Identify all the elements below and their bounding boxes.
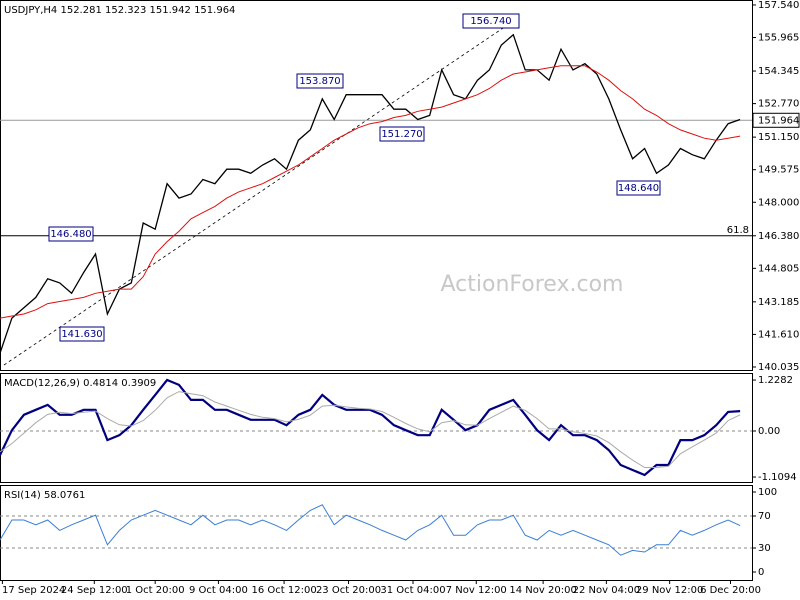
panel-frame (0, 485, 753, 581)
y-tick-label: 155.965 (758, 33, 799, 44)
x-tick-label: 16 Oct 12:00 (251, 585, 316, 596)
level-label: 61.8 (727, 225, 749, 236)
annotation-label: 146.480 (50, 229, 91, 240)
price-box (752, 112, 800, 128)
y-tick-label: 140.035 (758, 362, 799, 373)
annotation-box (379, 126, 425, 142)
x-tick-label: 29 Nov 12:00 (636, 585, 703, 596)
y-tick-label: 0 (758, 567, 764, 578)
annotation-box (48, 226, 94, 242)
trend-line (3, 19, 516, 366)
y-tick-label: -1.1094 (758, 472, 797, 483)
y-tick-label: 149.575 (758, 165, 799, 176)
panel-title: USDJPY,H4 152.281 152.323 151.942 151.96… (4, 5, 235, 16)
y-tick-label: 1.2282 (758, 375, 793, 386)
annotation-box (296, 73, 344, 89)
x-tick-label: 22 Nov 04:00 (573, 585, 640, 596)
x-tick-label: 23 Oct 20:00 (316, 585, 381, 596)
annotation-box (59, 326, 105, 342)
annotation-box (462, 13, 520, 29)
y-tick-label: 144.805 (758, 263, 799, 274)
price-label: 151.964 (758, 115, 799, 126)
x-tick-label: 1 Oct 20:00 (126, 585, 185, 596)
x-tick-label: 7 Nov 12:00 (446, 585, 507, 596)
y-tick-label: 154.345 (758, 66, 799, 77)
annotation-label: 153.870 (299, 76, 340, 87)
series-line (0, 378, 741, 477)
annotation-label: 151.270 (381, 129, 422, 140)
y-tick-label: 141.610 (758, 329, 799, 340)
x-tick-label: 6 Dec 20:00 (700, 585, 761, 596)
watermark: ActionForex.com (441, 272, 624, 297)
series-line (0, 65, 741, 319)
series-line (0, 391, 741, 468)
panel-frame (0, 0, 753, 371)
y-tick-label: 146.380 (758, 231, 799, 242)
annotation-label: 141.630 (61, 329, 102, 340)
panel-title: RSI(14) 58.0761 (4, 490, 85, 501)
x-tick-label: 9 Oct 04:00 (189, 585, 248, 596)
x-tick-label: 31 Oct 04:00 (380, 585, 445, 596)
annotation-box (616, 180, 661, 196)
y-tick-label: 0.00 (758, 426, 780, 437)
annotation-label: 156.740 (470, 16, 511, 27)
x-tick-label: 24 Sep 12:00 (61, 585, 128, 596)
y-tick-label: 151.150 (758, 132, 799, 143)
y-tick-label: 100 (758, 487, 777, 498)
x-tick-label: 14 Nov 20:00 (509, 585, 576, 596)
series-line (0, 33, 741, 354)
annotation-label: 148.640 (618, 183, 659, 194)
y-tick-label: 30 (758, 543, 771, 554)
y-tick-label: 148.000 (758, 197, 799, 208)
y-tick-label: 157.540 (758, 0, 799, 11)
panel-title: MACD(12,26,9) 0.4814 0.3909 (4, 378, 156, 389)
y-tick-label: 143.185 (758, 297, 799, 308)
x-tick-label: 17 Sep 2024 (2, 585, 65, 596)
y-tick-label: 152.770 (758, 99, 799, 110)
panel-frame (0, 373, 753, 483)
y-tick-label: 70 (758, 511, 771, 522)
series-line (0, 504, 741, 556)
